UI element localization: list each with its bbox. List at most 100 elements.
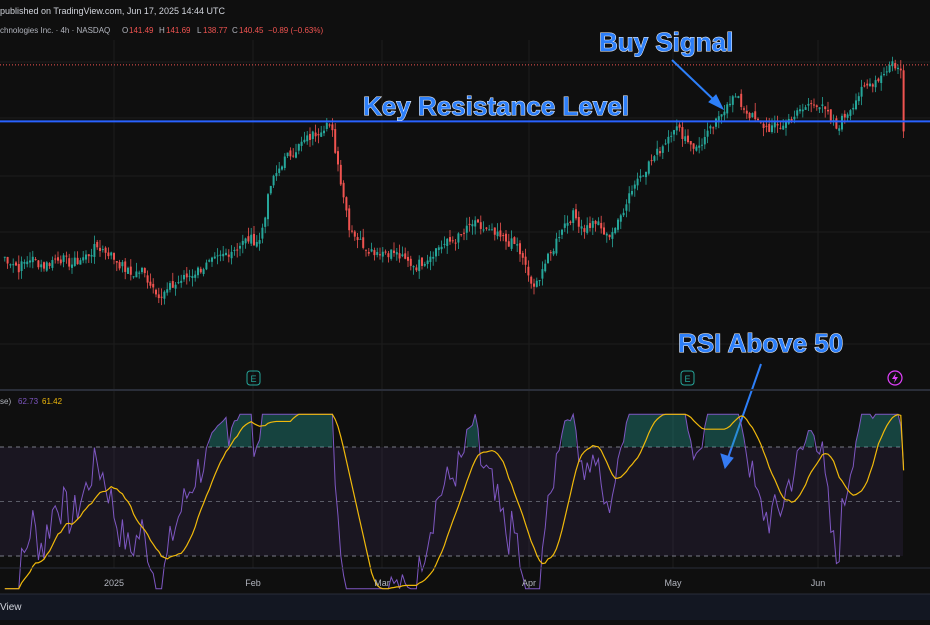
- candle-body[interactable]: [703, 136, 706, 145]
- candle-body[interactable]: [745, 110, 748, 114]
- candle-body[interactable]: [264, 217, 267, 227]
- candle-body[interactable]: [205, 262, 208, 270]
- candle-body[interactable]: [295, 152, 297, 158]
- candle-body[interactable]: [465, 225, 468, 233]
- candle-body[interactable]: [633, 184, 636, 189]
- candle-body[interactable]: [617, 219, 619, 230]
- candle-body[interactable]: [26, 261, 29, 265]
- candle-body[interactable]: [776, 124, 779, 126]
- candle-body[interactable]: [113, 253, 115, 260]
- candle-body[interactable]: [101, 249, 104, 251]
- candle-body[interactable]: [314, 132, 317, 137]
- candle-body[interactable]: [860, 86, 863, 97]
- candle-body[interactable]: [701, 144, 703, 146]
- candle-body[interactable]: [309, 133, 311, 140]
- candle-body[interactable]: [149, 281, 152, 286]
- price-candles[interactable]: [3, 56, 905, 306]
- candle-body[interactable]: [687, 135, 689, 143]
- candle-body[interactable]: [589, 223, 591, 228]
- candle-body[interactable]: [636, 178, 639, 186]
- candle-body[interactable]: [250, 234, 253, 244]
- candle-body[interactable]: [558, 237, 561, 239]
- candle-body[interactable]: [373, 250, 376, 256]
- candle-body[interactable]: [82, 257, 85, 261]
- candle-body[interactable]: [639, 175, 642, 178]
- candle-body[interactable]: [51, 260, 54, 268]
- candle-body[interactable]: [146, 275, 149, 283]
- candle-body[interactable]: [572, 210, 575, 223]
- candle-body[interactable]: [463, 232, 465, 234]
- candle-body[interactable]: [835, 118, 838, 129]
- candle-body[interactable]: [48, 263, 51, 267]
- candle-body[interactable]: [3, 256, 6, 258]
- candle-body[interactable]: [880, 75, 883, 84]
- candle-body[interactable]: [496, 231, 499, 237]
- candle-body[interactable]: [661, 146, 664, 153]
- candle-body[interactable]: [818, 107, 821, 110]
- candle-body[interactable]: [222, 253, 225, 257]
- earnings-marker[interactable]: E: [680, 370, 695, 386]
- candle-body[interactable]: [278, 168, 281, 173]
- candle-body[interactable]: [541, 269, 544, 279]
- candle-body[interactable]: [157, 294, 160, 299]
- candle-body[interactable]: [894, 63, 897, 69]
- candle-body[interactable]: [625, 204, 628, 211]
- candle-body[interactable]: [370, 249, 373, 252]
- candle-body[interactable]: [286, 152, 289, 157]
- candle-body[interactable]: [435, 248, 437, 257]
- candle-body[interactable]: [684, 136, 687, 141]
- candle-body[interactable]: [185, 273, 188, 278]
- candle-body[interactable]: [829, 109, 832, 121]
- candle-body[interactable]: [253, 233, 255, 246]
- candle-body[interactable]: [734, 96, 737, 98]
- candle-body[interactable]: [348, 208, 351, 231]
- time-axis[interactable]: 2025 Feb Mar Apr May Jun: [104, 578, 825, 588]
- candle-body[interactable]: [415, 267, 418, 271]
- candle-body[interactable]: [339, 164, 342, 185]
- candle-body[interactable]: [533, 283, 535, 287]
- candle-body[interactable]: [191, 275, 194, 279]
- candle-body[interactable]: [303, 139, 306, 143]
- candle-body[interactable]: [376, 252, 379, 255]
- candle-body[interactable]: [740, 93, 743, 107]
- candle-body[interactable]: [451, 240, 454, 242]
- candle-body[interactable]: [311, 131, 314, 140]
- candle-body[interactable]: [104, 247, 107, 253]
- candle-body[interactable]: [824, 106, 827, 110]
- candle-body[interactable]: [401, 254, 404, 257]
- candle-body[interactable]: [720, 114, 723, 117]
- candle-body[interactable]: [43, 262, 45, 269]
- candle-body[interactable]: [54, 258, 57, 260]
- candle-body[interactable]: [656, 148, 659, 155]
- candle-body[interactable]: [605, 233, 608, 236]
- candle-body[interactable]: [891, 61, 894, 67]
- candle-body[interactable]: [233, 249, 236, 251]
- candle-body[interactable]: [87, 254, 90, 257]
- candle-body[interactable]: [174, 284, 177, 289]
- candle-body[interactable]: [485, 227, 488, 229]
- candle-body[interactable]: [552, 251, 555, 255]
- candle-body[interactable]: [597, 221, 600, 226]
- candle-body[interactable]: [614, 227, 617, 234]
- candle-body[interactable]: [715, 118, 717, 127]
- candle-body[interactable]: [804, 107, 807, 110]
- candle-body[interactable]: [454, 242, 457, 244]
- candle-body[interactable]: [437, 247, 440, 251]
- candle-body[interactable]: [421, 257, 423, 266]
- candle-body[interactable]: [583, 228, 586, 232]
- candle-body[interactable]: [297, 144, 300, 151]
- earnings-marker[interactable]: E: [246, 370, 261, 386]
- candle-body[interactable]: [897, 67, 899, 70]
- candle-body[interactable]: [121, 262, 124, 267]
- candle-body[interactable]: [384, 251, 387, 253]
- candle-body[interactable]: [566, 222, 569, 226]
- alert-icon[interactable]: [887, 370, 903, 386]
- candle-body[interactable]: [283, 156, 286, 168]
- candle-body[interactable]: [838, 128, 841, 131]
- candle-body[interactable]: [331, 124, 334, 131]
- candle-body[interactable]: [479, 222, 482, 229]
- candle-body[interactable]: [57, 257, 59, 261]
- candle-body[interactable]: [34, 259, 37, 261]
- candle-body[interactable]: [171, 281, 174, 288]
